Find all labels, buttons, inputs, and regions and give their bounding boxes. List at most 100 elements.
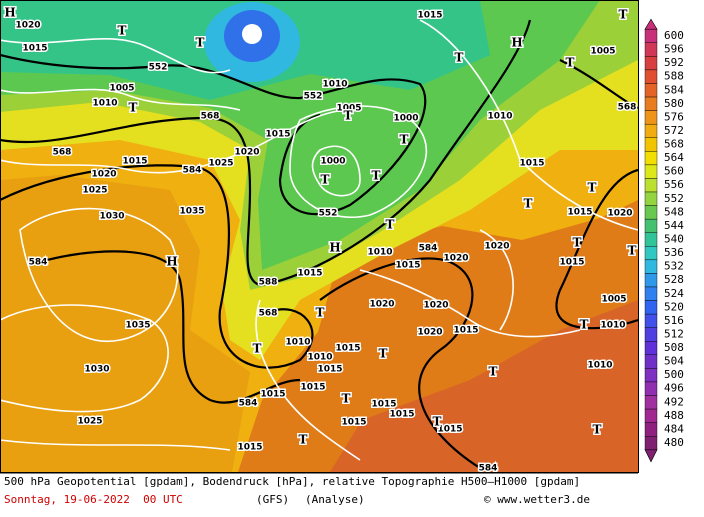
- isobar-line: [255, 299, 361, 461]
- pressure-center: T: [455, 51, 464, 65]
- contour-label: 1015: [335, 344, 360, 354]
- contour-label: 1020: [15, 21, 40, 31]
- scale-label: 588: [664, 70, 684, 83]
- footer-date: Sonntag, 19-06-2022 00 UTC: [4, 493, 183, 506]
- contour-label: 568: [53, 148, 72, 158]
- pressure-center: H: [511, 36, 522, 50]
- scale-cell: [644, 327, 658, 342]
- pressure-center: T: [253, 342, 262, 356]
- pressure-center: T: [619, 8, 628, 22]
- contour-label: 1025: [82, 186, 107, 196]
- contour-label: 1030: [99, 212, 124, 222]
- scale-label: 576: [664, 110, 684, 123]
- pressure-center: T: [299, 433, 308, 447]
- scale-label: 496: [664, 382, 684, 395]
- scale-label: 560: [664, 165, 684, 178]
- scale-label: 512: [664, 327, 684, 340]
- scale-cell: [644, 137, 658, 152]
- color-scale: 6005965925885845805765725685645605565525…: [644, 18, 684, 463]
- contour-line: [0, 164, 314, 369]
- footer-run: (Analyse): [305, 493, 365, 506]
- scale-label: 488: [664, 409, 684, 422]
- scale-cell: [644, 436, 658, 450]
- scale-label: 564: [664, 151, 684, 164]
- scale-label: 484: [664, 422, 684, 435]
- map: 552 552 552 568 568 584 584 588 568 584 584 584 568 1…: [0, 0, 639, 475]
- scale-cell: [644, 218, 658, 233]
- map-labels: 552 552 552 568 568 584 584 588 568 584 584 584 568 1…: [3, 4, 638, 475]
- scale-cell: [644, 83, 658, 98]
- pressure-center: T: [316, 306, 325, 320]
- contour-label: 1015: [122, 157, 147, 167]
- scale-cell: [644, 300, 658, 315]
- isobar-line: [479, 229, 514, 331]
- scale-cell: [644, 408, 658, 423]
- scale-cell: [644, 313, 658, 328]
- contour-label: 1015: [395, 261, 420, 271]
- scale-label: 572: [664, 124, 684, 137]
- footer-model: (GFS): [256, 493, 289, 506]
- isobar-line: [0, 88, 241, 111]
- isobar-line: [289, 105, 428, 218]
- pressure-center: H: [4, 6, 15, 20]
- contour-label: 1020: [417, 328, 442, 338]
- isobar-line: [419, 19, 639, 231]
- scale-cell: [644, 96, 658, 111]
- contour-label: 1005: [109, 84, 134, 94]
- contour-label: 1025: [77, 417, 102, 427]
- contour-label: 1020: [369, 300, 394, 310]
- contour-label: 1010: [587, 361, 612, 371]
- contour-label: 1015: [260, 390, 285, 400]
- contour-label: 1015: [437, 425, 462, 435]
- contour-label: 1020: [443, 254, 468, 264]
- contour-label: 588: [259, 278, 278, 288]
- contour-label: 1015: [371, 400, 396, 410]
- scale-cell: [644, 123, 658, 138]
- scale-cell: [644, 259, 658, 274]
- pressure-center: T: [400, 133, 409, 147]
- contour-label: 1035: [179, 207, 204, 217]
- contour-line: [39, 250, 301, 404]
- contour-line: [555, 168, 639, 330]
- scale-label: 552: [664, 192, 684, 205]
- scale-label: 540: [664, 233, 684, 246]
- scale-label: 520: [664, 300, 684, 313]
- contour-label: 1025: [208, 159, 233, 169]
- scale-cell: [644, 29, 658, 43]
- scale-label: 508: [664, 341, 684, 354]
- scale-cell: [644, 69, 658, 84]
- contour-label: 568: [201, 112, 220, 122]
- scale-cell: [644, 368, 658, 383]
- scale-label: 516: [664, 314, 684, 327]
- contour-label: 1005: [590, 47, 615, 57]
- scale-cell: [644, 164, 658, 179]
- contour-label: 1015: [300, 383, 325, 393]
- scale-label: 504: [664, 355, 684, 368]
- isobar-line: [359, 269, 581, 338]
- contour-label: 1000: [393, 114, 418, 124]
- scale-label: 528: [664, 273, 684, 286]
- isobar-line: [0, 38, 231, 74]
- contour-label: 1020: [484, 242, 509, 252]
- footer-credit: © www.wetter3.de: [484, 493, 590, 506]
- scale-cell: [644, 191, 658, 206]
- scale-cell: [644, 151, 658, 166]
- contour-label: 1020: [234, 148, 259, 158]
- contour-label: 1015: [519, 159, 544, 169]
- contour-line: [559, 59, 639, 110]
- scale-cell: [644, 246, 658, 261]
- pressure-center: T: [489, 365, 498, 379]
- contour-label: 1005: [336, 104, 361, 114]
- contour-label: 1015: [22, 44, 47, 54]
- pressure-center: T: [344, 109, 353, 123]
- pressure-center: H: [166, 255, 177, 269]
- pressure-center: T: [566, 56, 575, 70]
- contour-label: 1010: [92, 99, 117, 109]
- field-red-south: [330, 300, 638, 472]
- pressure-center: T: [372, 169, 381, 183]
- footer-caption: 500 hPa Geopotential [gpdam], Bodendruck…: [4, 475, 580, 488]
- pressure-center: T: [433, 415, 442, 429]
- contour-label: 1010: [322, 80, 347, 90]
- contour-label: 1010: [487, 112, 512, 122]
- contour-label: 1010: [285, 338, 310, 348]
